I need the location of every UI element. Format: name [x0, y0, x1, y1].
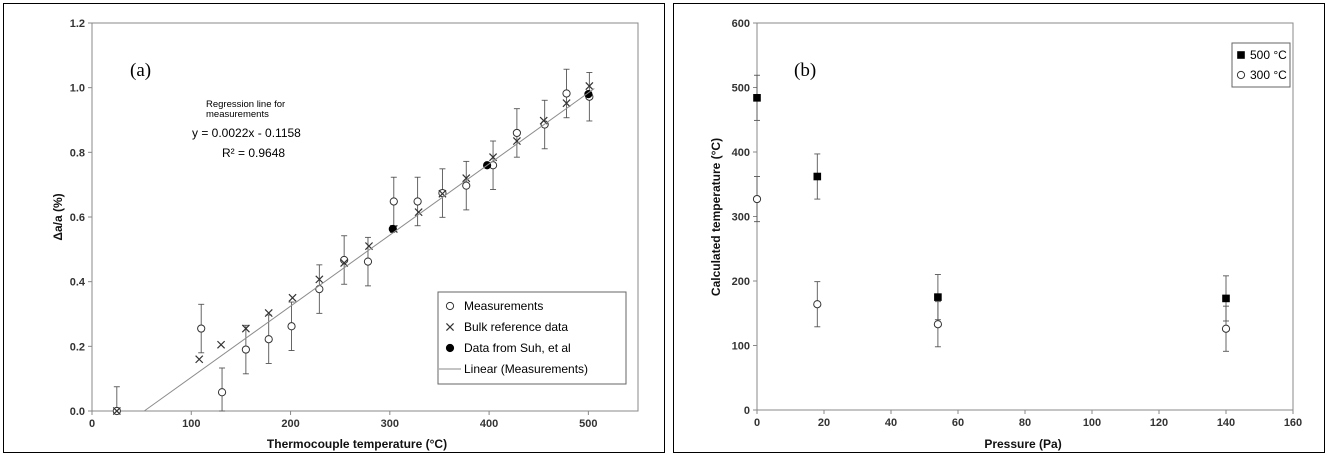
500-c-point	[813, 172, 822, 181]
legend-box	[1231, 42, 1291, 88]
legend-label-measurements: Measurements	[464, 299, 543, 313]
panel-a-frame	[3, 3, 665, 453]
panel-b-y-axis-label: Calculated temperature (°C)	[709, 138, 723, 296]
500-c-point	[934, 293, 942, 301]
x-tick-label: 60	[952, 417, 964, 429]
x-tick-label: 500	[579, 418, 597, 430]
y-tick-label: 0.2	[70, 341, 85, 353]
x-tick-label: 140	[1217, 417, 1235, 429]
bulk-reference-data-point	[512, 136, 521, 146]
bulk-reference-data-point	[340, 258, 349, 267]
measurements-point	[197, 324, 206, 333]
measurements-point	[241, 345, 250, 354]
y-tick-label: 100	[732, 341, 750, 353]
measurements-point	[363, 257, 373, 266]
legend-label-data-from-suh-et-al: Data from Suh, et al	[464, 341, 571, 355]
legend-label-300-c: 300 °C	[1250, 68, 1287, 82]
500-c-point	[753, 94, 761, 102]
panel-b-x-axis-label: Pressure (Pa)	[984, 437, 1061, 451]
bulk-reference-data-point	[217, 340, 226, 349]
x-tick-label: 80	[1019, 417, 1031, 429]
legend-marker-500-c	[1237, 51, 1245, 59]
x-tick-label: 100	[1083, 417, 1101, 429]
x-tick-label: 400	[480, 418, 498, 430]
y-tick-label: 0	[744, 405, 750, 417]
measurements-point	[413, 197, 422, 206]
measurements-point	[315, 285, 324, 294]
bulk-reference-data-point	[195, 355, 204, 364]
y-tick-label: 300	[732, 212, 750, 224]
bulk-reference-data-point	[241, 324, 250, 333]
measurements-point	[264, 335, 273, 344]
bulk-reference-data-point	[562, 99, 571, 108]
bulk-reference-data-point	[585, 82, 594, 91]
300-c-point	[752, 194, 762, 204]
x-tick-label: 100	[182, 418, 200, 430]
500-c-point	[1222, 294, 1230, 303]
panel-a-x-axis-label: Thermocouple temperature (°C)	[267, 437, 447, 451]
legend-marker-measurements	[445, 301, 455, 311]
x-tick-label: 200	[281, 418, 299, 430]
panel-b-label: (b)	[794, 60, 816, 81]
plot-area-frame	[756, 22, 1294, 411]
y-tick-label: 1.0	[70, 83, 85, 95]
panel-a-plot: 0 100 200 300 400 500 0.0 0.2 0.4 0.6 0.8 1.0 1.2 Mea…	[70, 18, 639, 430]
x-tick-label: 0	[754, 417, 760, 429]
measurements-point	[512, 128, 521, 138]
panel-b-frame	[673, 3, 1325, 453]
y-tick-label: 500	[732, 83, 750, 95]
measurements-point	[389, 197, 398, 206]
legend-marker-data-from-suh-et-al	[445, 343, 455, 353]
bulk-reference-data-point	[288, 293, 297, 302]
y-tick-label: 1.2	[70, 18, 85, 30]
300-c-point	[813, 300, 822, 309]
regression-title-line2: measurements	[206, 109, 269, 120]
y-tick-label: 0.6	[70, 212, 85, 224]
measurements-point	[287, 322, 296, 331]
y-tick-label: 0.0	[70, 406, 85, 418]
x-tick-label: 20	[818, 417, 830, 429]
legend-marker-bulk-reference-data	[445, 322, 455, 332]
data-from-suh-et-al-point	[584, 90, 593, 99]
bulk-reference-data-point	[315, 275, 324, 284]
panel-a-label: (a)	[130, 60, 151, 81]
regression-r2: R² = 0.9648	[222, 146, 285, 160]
measurements-point	[562, 89, 571, 98]
panel-b-plot: 0 20 40 60 80 100 120 140 160 0 100 200 300 400 500 600…	[732, 18, 1303, 429]
panel-a-y-axis-label: Δa/a (%)	[51, 193, 65, 240]
regression-title-line1: Regression line for	[206, 99, 285, 110]
legend-label-bulk-reference-data: Bulk reference data	[464, 320, 568, 334]
measurements-point	[462, 181, 471, 190]
x-tick-label: 300	[381, 418, 399, 430]
300-c-point	[1221, 324, 1231, 333]
legend-label-linear-measurements: Linear (Measurements)	[464, 362, 588, 376]
y-tick-label: 0.4	[70, 277, 86, 289]
regression-equation: y = 0.0022x - 0.1158	[192, 126, 301, 140]
bulk-reference-data-point	[462, 174, 471, 183]
x-tick-label: 120	[1150, 417, 1168, 429]
y-tick-label: 400	[732, 147, 750, 159]
measurements-point	[217, 388, 227, 397]
x-tick-label: 0	[89, 418, 95, 430]
y-tick-label: 600	[732, 18, 750, 30]
regression-line	[143, 88, 595, 412]
legend-box	[437, 291, 627, 385]
x-tick-label: 160	[1284, 417, 1302, 429]
300-c-point	[933, 320, 943, 329]
bulk-reference-data-point	[414, 208, 423, 217]
bulk-reference-data-point	[264, 309, 273, 318]
legend-marker-300-c	[1236, 70, 1246, 80]
legend-label-500-c: 500 °C	[1250, 48, 1287, 62]
bulk-reference-data-point	[112, 406, 121, 416]
y-tick-label: 0.8	[70, 147, 85, 159]
y-tick-label: 200	[732, 276, 750, 288]
x-tick-label: 40	[885, 417, 897, 429]
